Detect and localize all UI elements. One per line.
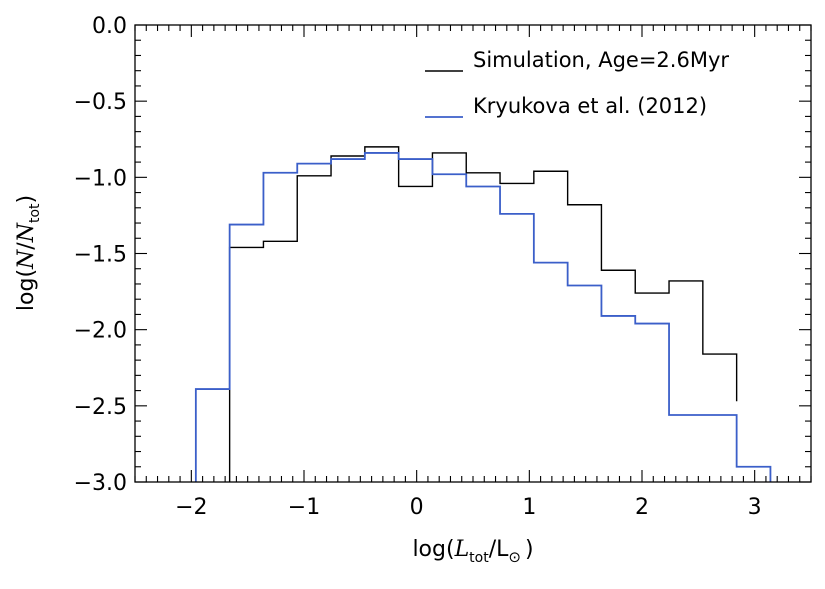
x-tick-label: 0	[410, 495, 424, 520]
y-tick-label: 0.0	[92, 14, 127, 39]
series-simulation	[228, 146, 738, 482]
x-tick-label: 1	[522, 495, 536, 520]
x-tick-label: −1	[288, 495, 320, 520]
x-tick-label: 2	[635, 495, 649, 520]
y-tick-label: −2.0	[74, 319, 127, 344]
x-tick-label: 3	[748, 495, 762, 520]
y-tick-label: −1.0	[74, 166, 127, 191]
x-tick-labels: −2 −1 0 1 2 3	[175, 495, 762, 520]
y-tick-label: −0.5	[74, 90, 127, 115]
legend-label-simulation: Simulation, Age=2.6Myr	[473, 48, 729, 72]
x-axis-label: log(Ltot/L⊙)	[412, 537, 533, 566]
y-tick-label: −1.5	[74, 243, 127, 268]
plot-frame	[134, 24, 812, 483]
y-tick-labels: 0.0 −0.5 −1.0 −1.5 −2.0 −2.5 −3.0	[74, 14, 127, 496]
legend-label-kryukova: Kryukova et al. (2012)	[473, 94, 707, 118]
y-tick-label: −3.0	[74, 471, 127, 496]
legend: Simulation, Age=2.6Myr Kryukova et al. (…	[425, 48, 729, 118]
x-tick-label: −2	[175, 495, 207, 520]
series-group	[194, 146, 772, 482]
y-axis-label: log(N/Ntot)	[14, 195, 43, 311]
y-tick-label: −2.5	[74, 395, 127, 420]
series-kryukova	[194, 152, 772, 482]
